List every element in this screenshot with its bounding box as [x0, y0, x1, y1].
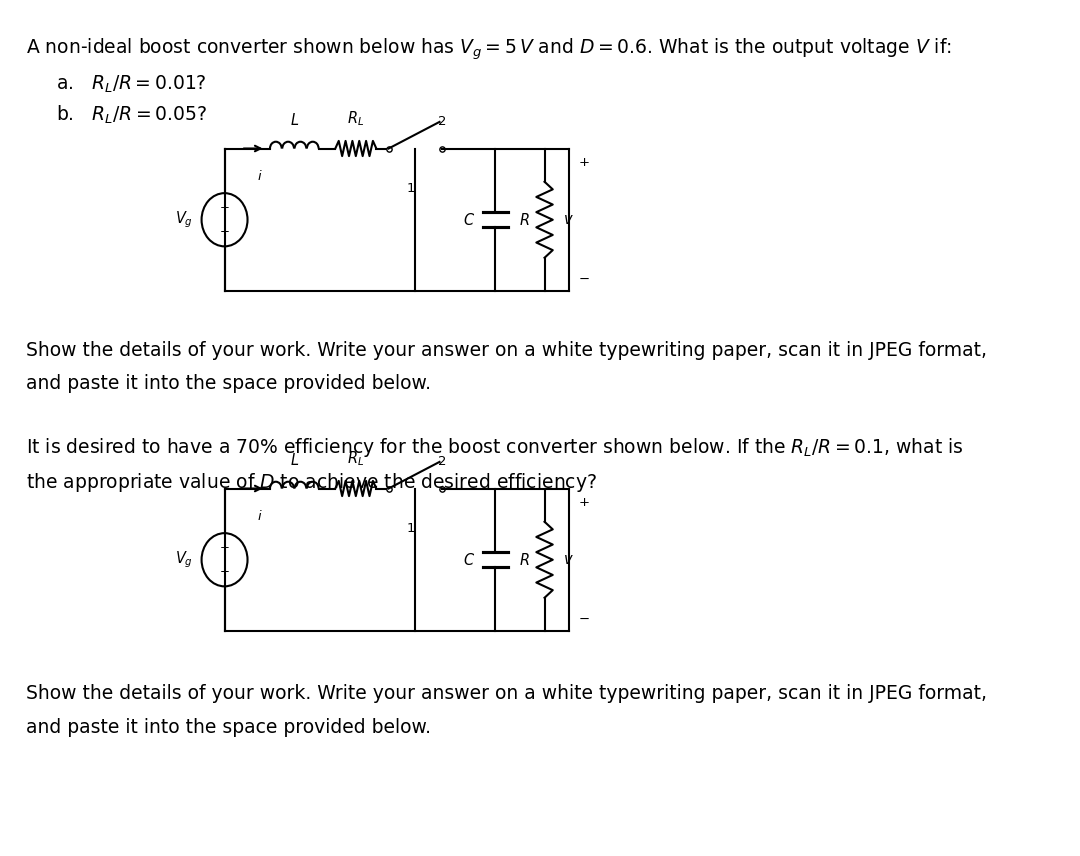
- Text: a.   $R_L/R = 0.01$?: a. $R_L/R = 0.01$?: [56, 74, 207, 95]
- Text: the appropriate value of $D$ to achieve the desired efficiency?: the appropriate value of $D$ to achieve …: [26, 471, 597, 494]
- Text: $R$: $R$: [519, 552, 530, 568]
- Text: $R_L$: $R_L$: [348, 109, 364, 128]
- Text: It is desired to have a 70% efficiency for the boost converter shown below. If t: It is desired to have a 70% efficiency f…: [26, 436, 963, 459]
- Text: −: −: [219, 225, 230, 238]
- Text: $L$: $L$: [289, 452, 299, 467]
- Text: +: +: [219, 541, 229, 555]
- Text: A non-ideal boost converter shown below has $V_g = 5\,V$ and $D = 0.6$. What is : A non-ideal boost converter shown below …: [26, 36, 951, 62]
- Text: Show the details of your work. Write your answer on a white typewriting paper, s: Show the details of your work. Write you…: [26, 684, 987, 703]
- Text: −: −: [579, 273, 590, 286]
- Text: 1: 1: [407, 181, 416, 195]
- Text: +: +: [579, 157, 590, 169]
- Text: $C$: $C$: [462, 552, 475, 568]
- Text: 2: 2: [437, 455, 446, 467]
- Text: $R_L$: $R_L$: [348, 449, 364, 467]
- Text: $R$: $R$: [519, 211, 530, 228]
- Text: and paste it into the space provided below.: and paste it into the space provided bel…: [26, 374, 431, 393]
- Text: $i$: $i$: [257, 509, 262, 523]
- Text: $L$: $L$: [289, 111, 299, 128]
- Text: +: +: [219, 201, 229, 214]
- Text: $i$: $i$: [257, 169, 262, 183]
- Text: $C$: $C$: [462, 211, 475, 228]
- Text: 1: 1: [407, 522, 416, 535]
- Text: −: −: [219, 565, 230, 578]
- Text: $V_g$: $V_g$: [175, 550, 193, 570]
- Text: $V_g$: $V_g$: [175, 210, 193, 230]
- Text: $v$: $v$: [563, 552, 573, 568]
- Text: −: −: [579, 613, 590, 626]
- Text: b.   $R_L/R = 0.05$?: b. $R_L/R = 0.05$?: [56, 104, 207, 127]
- Text: Show the details of your work. Write your answer on a white typewriting paper, s: Show the details of your work. Write you…: [26, 341, 987, 360]
- Text: $v$: $v$: [563, 212, 573, 227]
- Text: 2: 2: [437, 115, 446, 128]
- Text: +: +: [579, 496, 590, 509]
- Text: and paste it into the space provided below.: and paste it into the space provided bel…: [26, 718, 431, 737]
